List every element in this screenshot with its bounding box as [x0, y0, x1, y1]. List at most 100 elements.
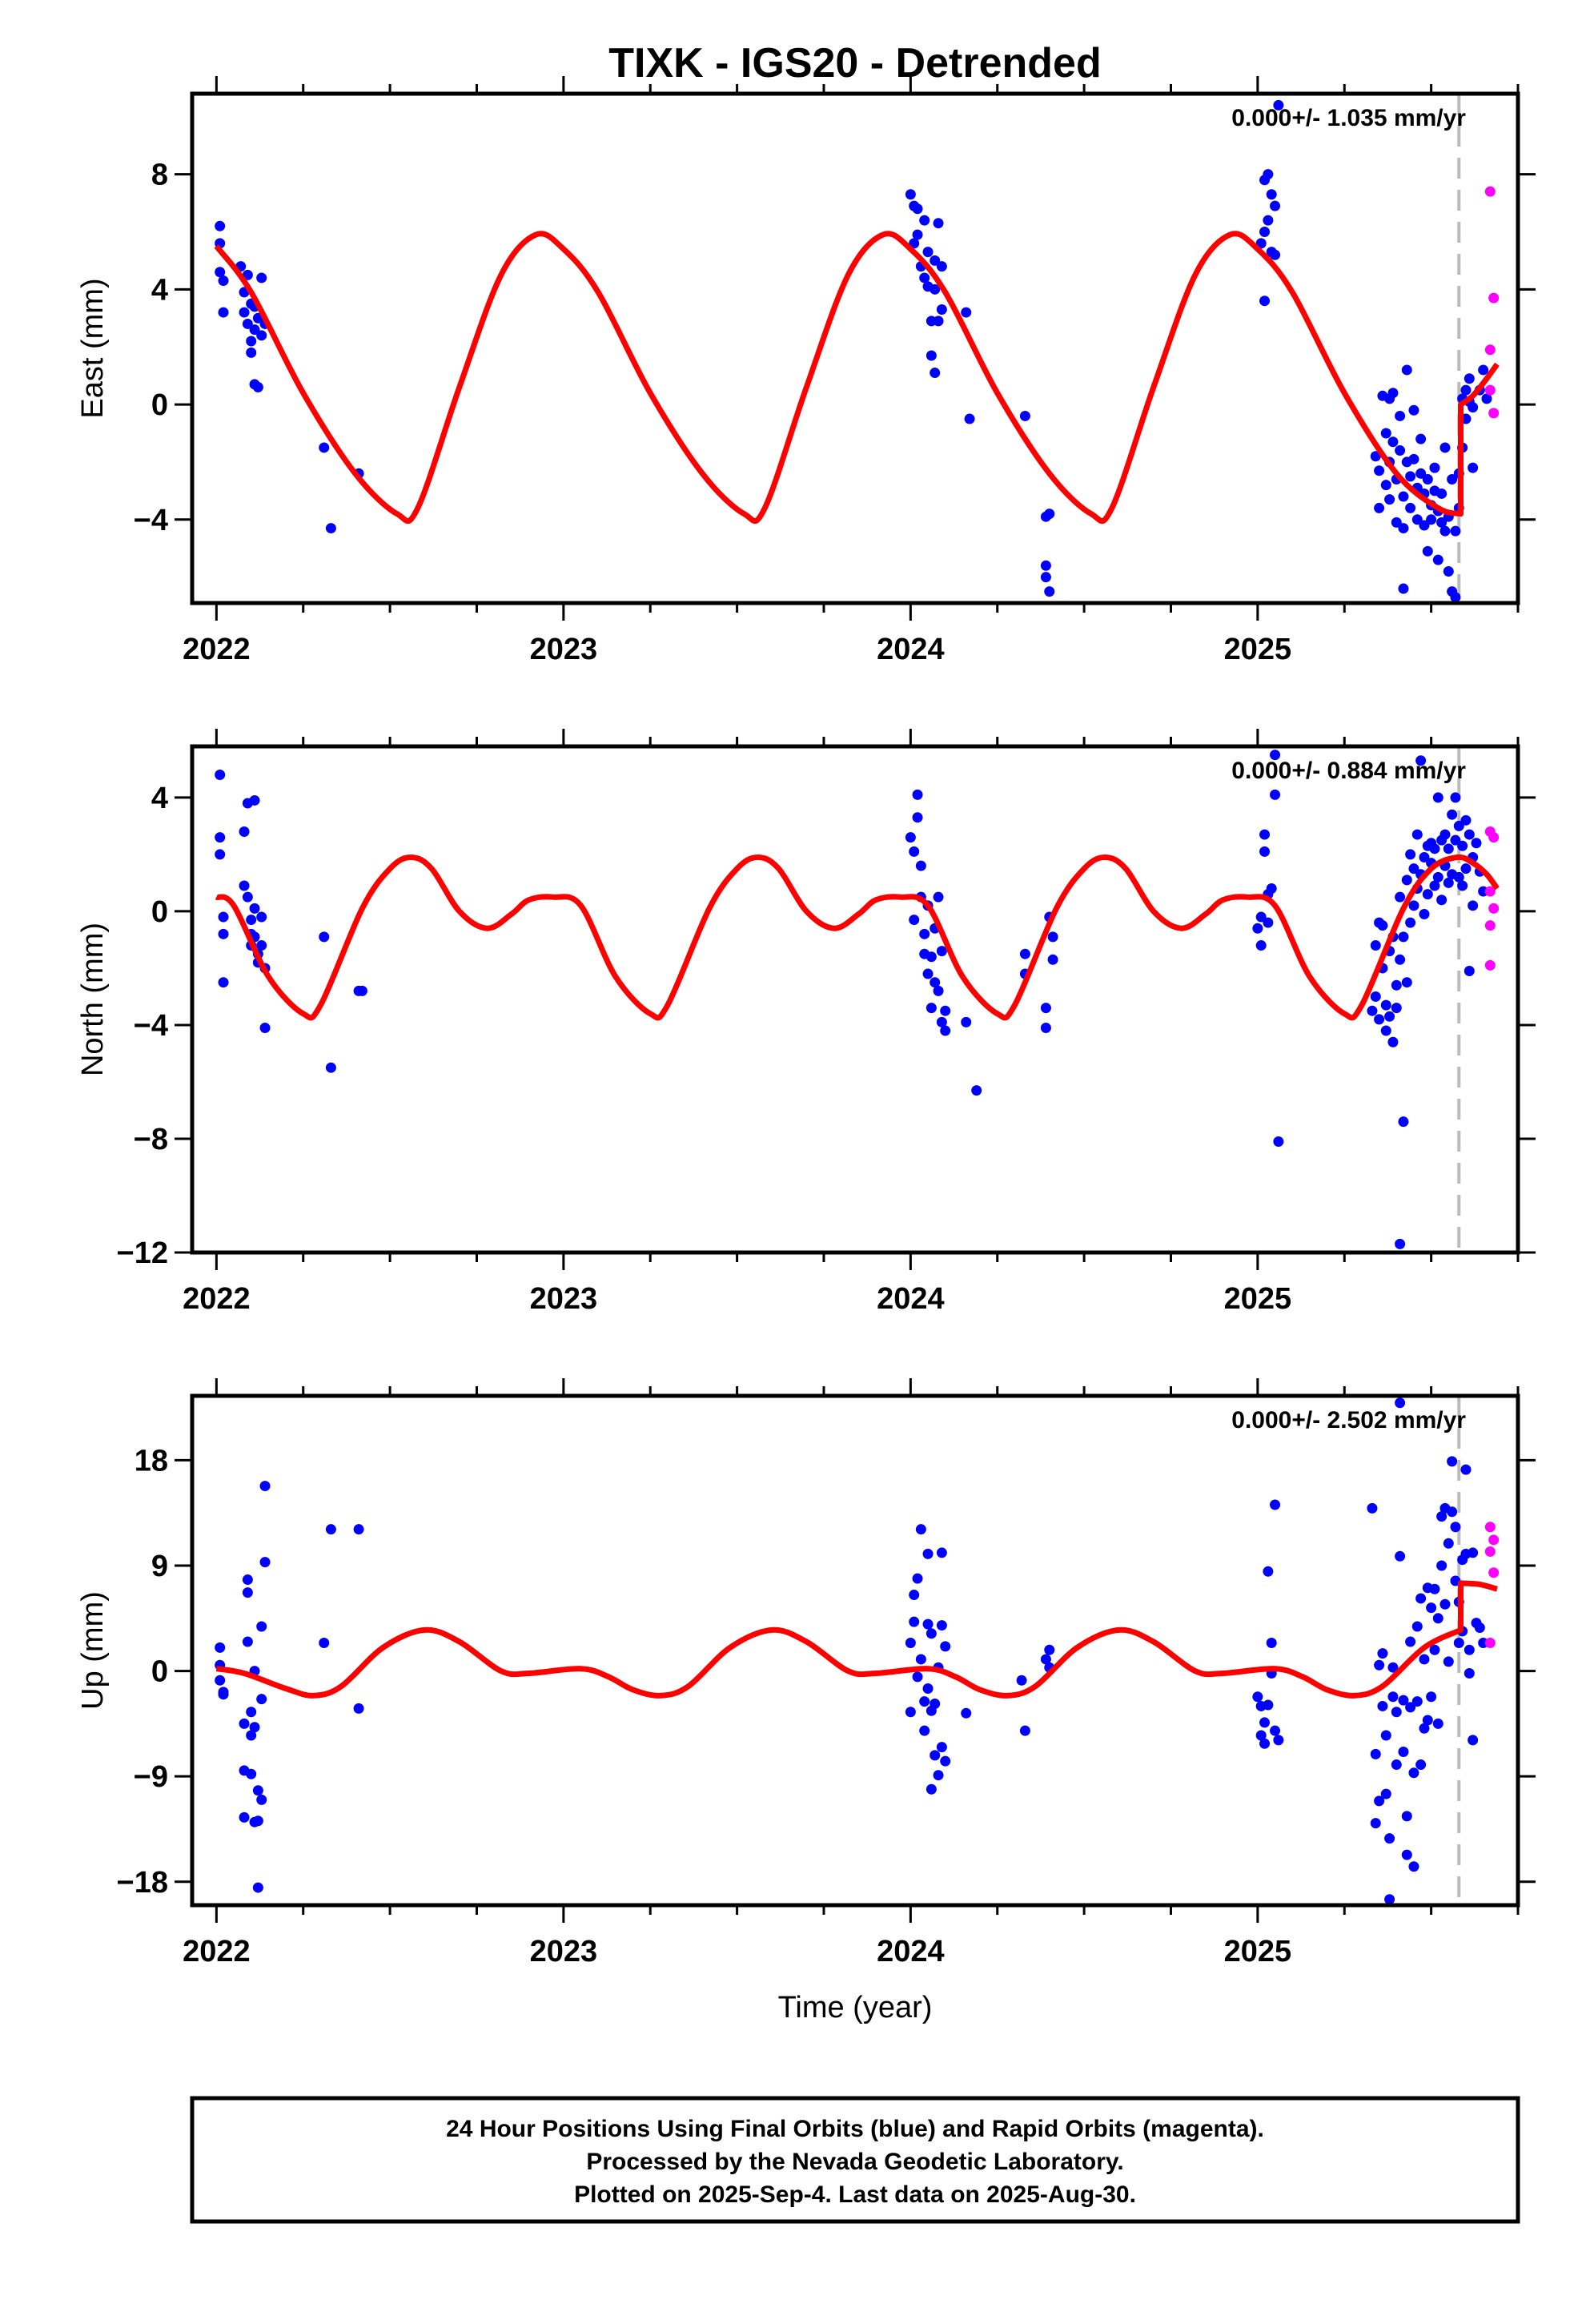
final-orbit-point — [1411, 514, 1423, 525]
final-orbit-point — [933, 891, 944, 903]
final-orbit-point — [922, 1683, 934, 1695]
model-curve — [214, 231, 1500, 525]
final-orbit-point — [1471, 838, 1482, 849]
final-orbit-point — [912, 229, 923, 240]
final-orbit-point — [1040, 1003, 1051, 1014]
final-orbit-point — [909, 846, 920, 857]
x-tick-label: 2024 — [877, 633, 945, 666]
final-orbit-point — [1259, 829, 1271, 840]
final-orbit-point — [1380, 1730, 1391, 1741]
final-orbit-point — [1408, 1861, 1419, 1872]
final-orbit-point — [353, 1524, 364, 1535]
final-orbit-point — [1405, 849, 1416, 860]
rapid-orbit-point — [1484, 1522, 1496, 1533]
footer-frame — [190, 2096, 1520, 2224]
final-orbit-point — [936, 946, 947, 957]
final-orbit-point — [1408, 404, 1419, 416]
rapid-orbit-point — [1488, 903, 1500, 914]
final-orbit-point — [1044, 509, 1055, 520]
final-orbit-point — [930, 1750, 941, 1761]
final-orbit-point — [1436, 517, 1447, 528]
final-orbit-point — [1259, 296, 1271, 307]
y-tick-label: −18 — [117, 1866, 168, 1900]
final-orbit-point — [1391, 1707, 1402, 1718]
final-orbit-point — [1429, 843, 1440, 854]
final-orbit-point — [1419, 908, 1430, 919]
y-tick-label: 9 — [151, 1550, 168, 1583]
y-tick-label: 0 — [151, 388, 168, 422]
final-orbit-point — [1432, 1613, 1443, 1624]
velocity-rate-label: 0.000+/- 0.884 mm/yr — [1231, 758, 1466, 784]
final-orbit-point — [353, 1703, 364, 1714]
final-orbit-point — [256, 1794, 267, 1805]
final-orbit-point — [1255, 238, 1267, 249]
final-orbit-point — [926, 1003, 937, 1014]
final-orbit-point — [1401, 1849, 1412, 1860]
model-curve — [215, 854, 1500, 1021]
final-orbit-point — [1411, 829, 1423, 840]
final-orbit-point — [1426, 514, 1437, 525]
final-orbit-point — [915, 1524, 926, 1535]
x-tick-label: 2022 — [183, 1282, 251, 1316]
final-orbit-point — [1447, 1456, 1458, 1467]
final-orbit-point — [1395, 891, 1406, 903]
final-orbit-point — [1432, 554, 1443, 565]
final-orbit-point — [239, 880, 250, 891]
final-orbit-point — [1422, 545, 1433, 557]
x-tick-label: 2024 — [877, 1935, 945, 1968]
final-orbit-point — [1422, 1715, 1433, 1726]
y-tick-label: −9 — [134, 1760, 168, 1794]
north-panel: −12 −8 −4 0 4 2022 2023 2024 2025 North (mm) 0.000… — [76, 729, 1536, 1316]
y-axis-label: North (mm) — [76, 923, 110, 1076]
final-orbit-point — [1447, 809, 1458, 820]
final-orbit-point — [1016, 1675, 1027, 1686]
final-orbit-point — [1266, 883, 1277, 895]
final-orbit-point — [1395, 1397, 1406, 1409]
final-orbit-point — [1474, 1622, 1485, 1633]
final-orbit-point — [1405, 917, 1416, 928]
final-orbit-point — [936, 304, 947, 315]
final-orbit-point — [936, 1742, 947, 1753]
final-orbit-point — [1432, 1718, 1443, 1729]
final-orbit-point — [922, 1618, 934, 1630]
final-orbit-point — [1468, 1735, 1479, 1746]
final-orbit-point — [249, 324, 260, 336]
final-orbit-point — [242, 891, 253, 903]
final-orbit-point — [215, 770, 226, 781]
final-orbit-point — [1374, 465, 1385, 476]
final-orbit-point — [1395, 1550, 1406, 1562]
final-orbit-point — [933, 985, 944, 996]
x-tick-label: 2024 — [877, 1282, 945, 1316]
final-orbit-point — [1450, 592, 1461, 603]
final-orbit-point — [1387, 436, 1399, 448]
y-axis-label: Up (mm) — [76, 1591, 110, 1710]
final-orbit-point — [933, 316, 944, 327]
final-orbit-point — [961, 307, 972, 318]
final-orbit-point — [1436, 895, 1447, 906]
final-orbit-point — [1259, 1738, 1271, 1749]
final-orbit-point — [1447, 473, 1458, 485]
final-orbit-point — [1443, 843, 1454, 854]
footer-line-2: Processed by the Nevada Geodetic Laborat… — [586, 2149, 1123, 2175]
final-orbit-point — [1405, 502, 1416, 513]
final-orbit-point — [1377, 920, 1388, 931]
final-orbit-point — [1019, 1725, 1030, 1736]
final-orbit-point — [919, 1725, 930, 1736]
final-orbit-point — [1380, 1788, 1391, 1799]
final-orbit-point — [1370, 991, 1381, 1002]
final-orbit-point — [926, 1783, 937, 1795]
final-orbit-point — [1377, 1648, 1388, 1659]
final-orbit-point — [1384, 1011, 1395, 1022]
final-orbit-point — [1374, 1014, 1385, 1025]
up-panel: −18 −9 0 9 18 2022 2023 2024 2025 Up (mm) Time (ye… — [76, 1378, 1536, 2024]
velocity-rate-label: 0.000+/- 1.035 mm/yr — [1231, 105, 1466, 131]
final-orbit-point — [961, 1016, 972, 1027]
final-orbit-point — [1405, 1636, 1416, 1647]
final-orbit-point — [1398, 1746, 1409, 1757]
final-orbit-point — [912, 789, 923, 800]
final-orbit-point — [1040, 1654, 1051, 1665]
final-orbit-point — [1040, 1023, 1051, 1034]
final-orbit-point — [356, 985, 367, 996]
final-orbit-point — [930, 977, 941, 988]
final-orbit-point — [936, 1016, 947, 1027]
